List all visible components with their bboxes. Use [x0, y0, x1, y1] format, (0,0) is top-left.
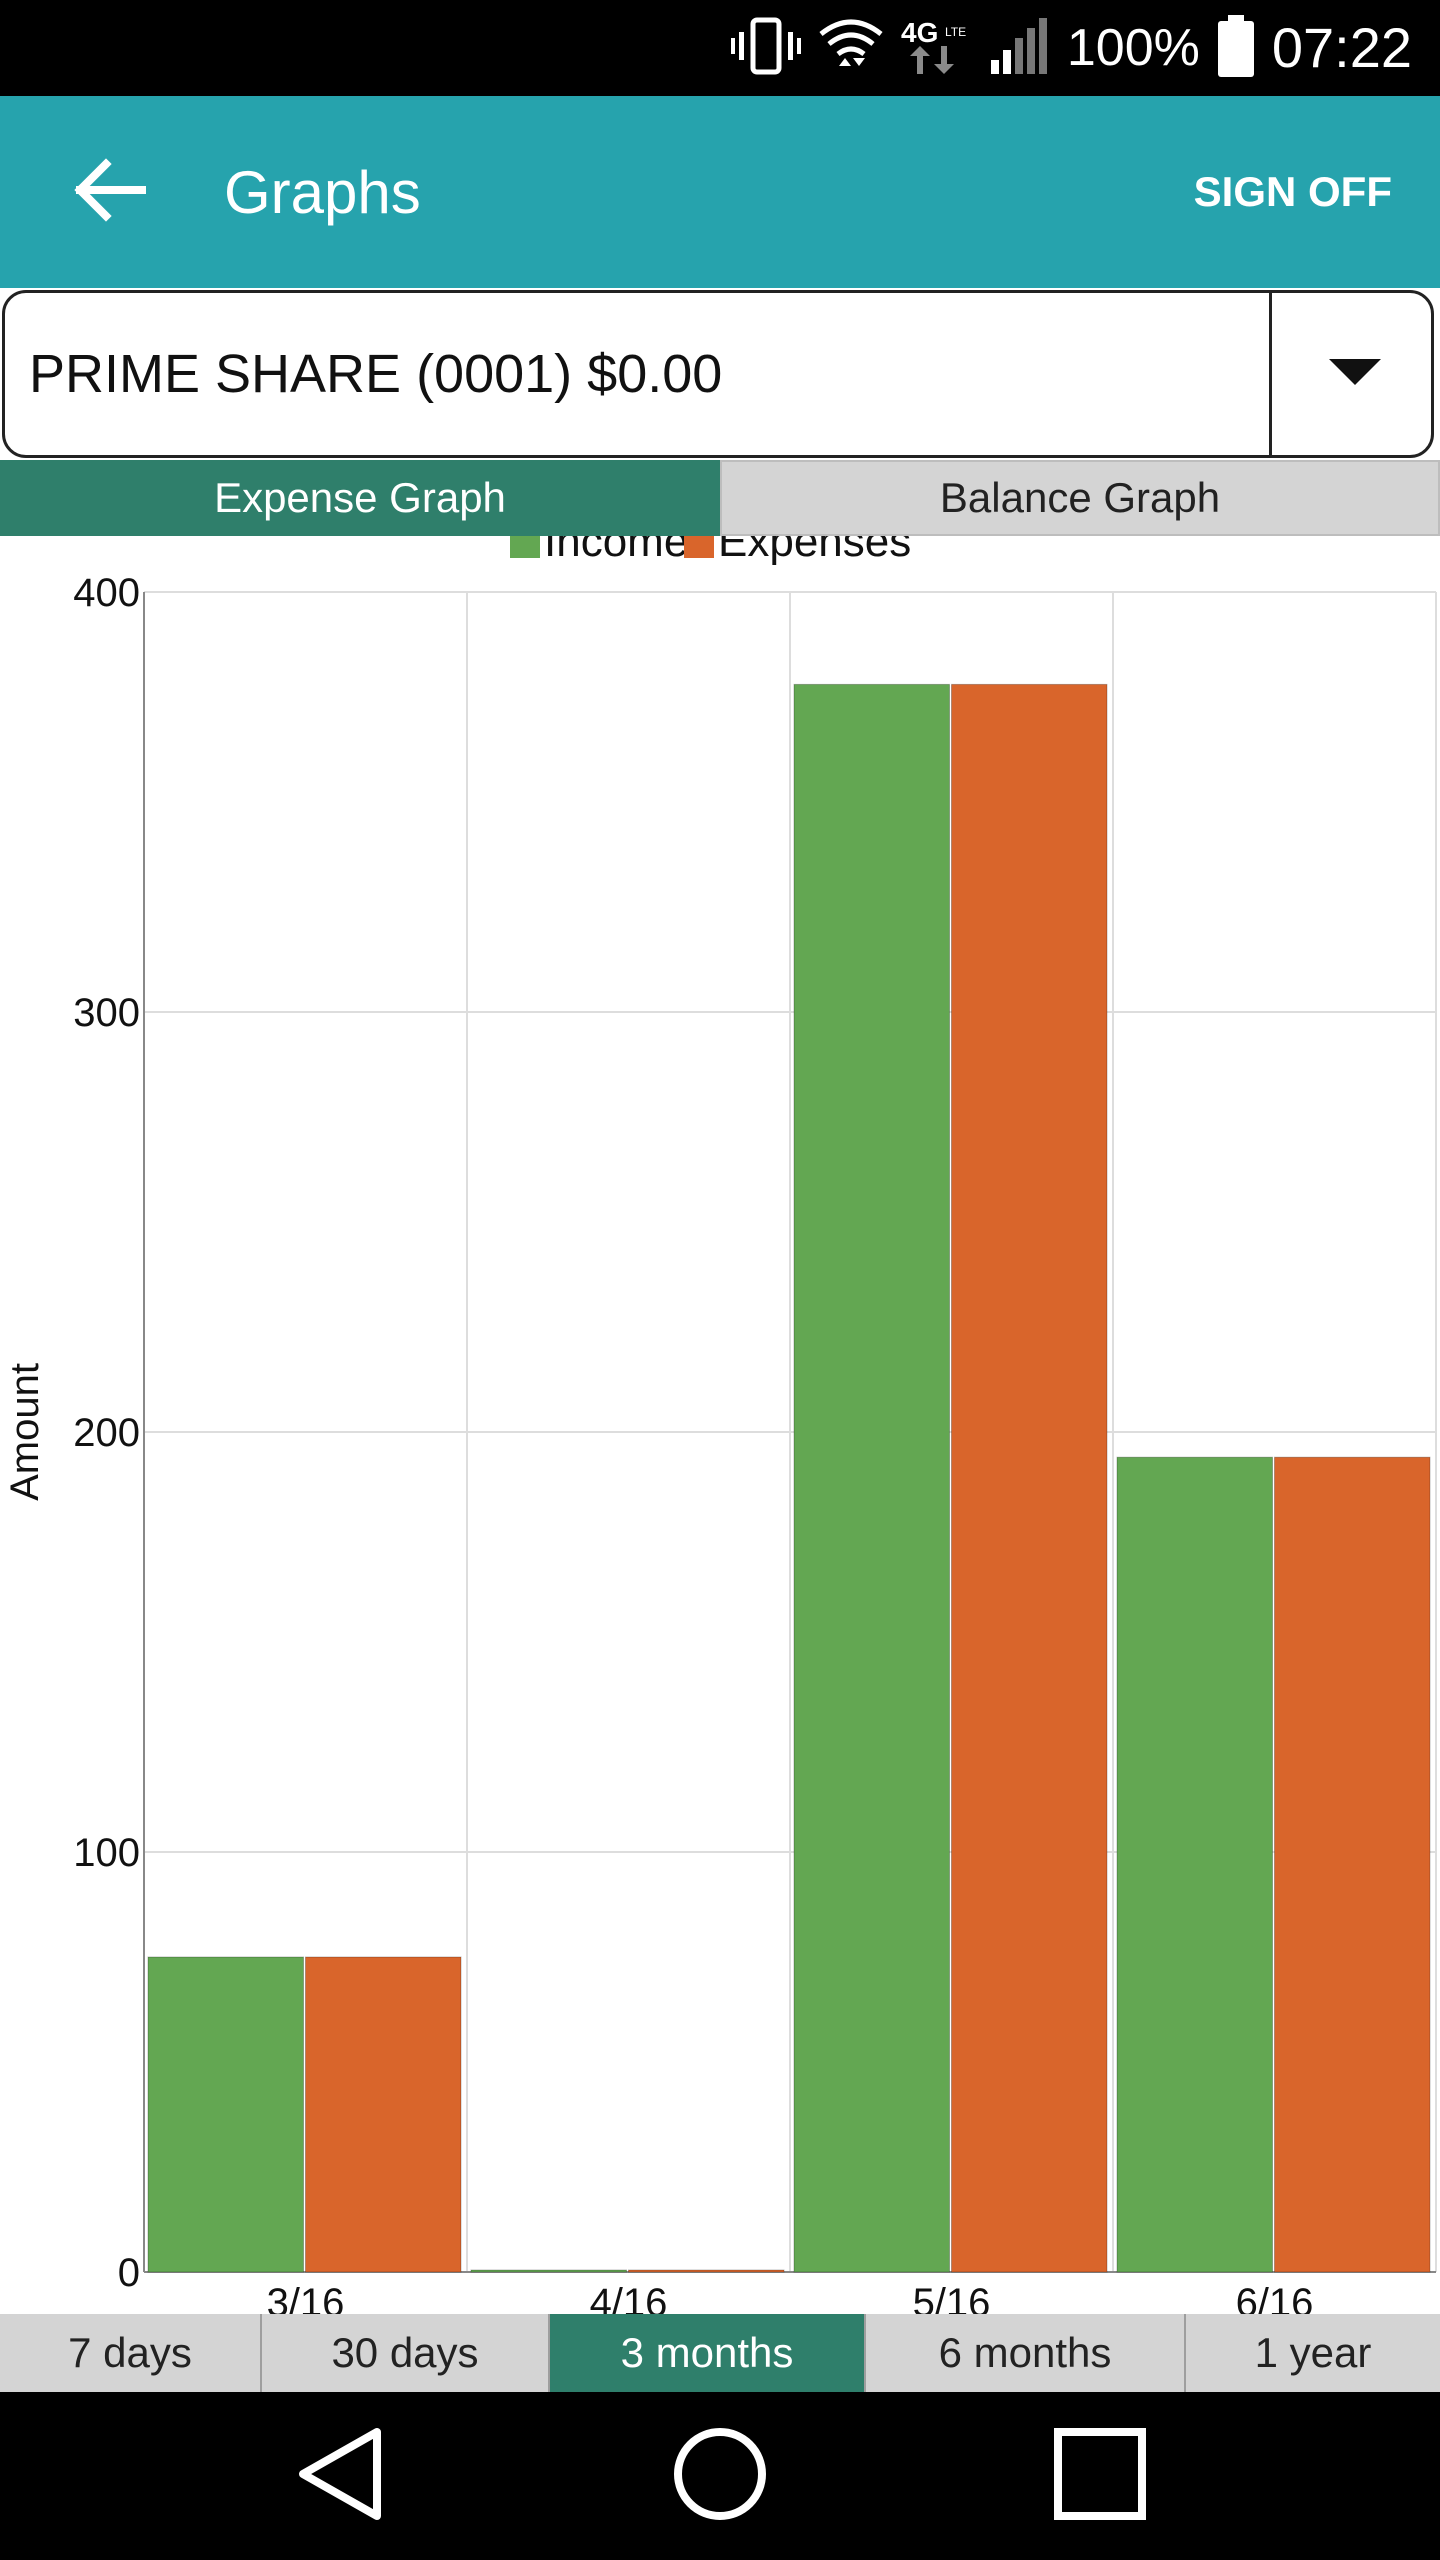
page-title: Graphs [224, 158, 421, 226]
legend-swatch-income [510, 528, 540, 558]
svg-text:LTE: LTE [945, 25, 966, 39]
recents-square-icon [1052, 2426, 1148, 2527]
range-7-days[interactable]: 7 days [0, 2314, 262, 2392]
app-bar: Graphs SIGN OFF [0, 96, 1440, 288]
nav-recents-button[interactable] [1040, 2426, 1160, 2526]
sign-off-button[interactable]: SIGN OFF [1193, 168, 1392, 215]
tab-balance-graph[interactable]: Balance Graph [720, 460, 1440, 536]
legend-label-income: Income [544, 536, 688, 566]
wifi-icon [819, 16, 883, 81]
x-tick-label: 4/16 [590, 2281, 668, 2314]
svg-text:4G: 4G [901, 17, 938, 48]
bar-expenses-6-16 [1274, 1456, 1431, 2273]
nav-home-button[interactable] [660, 2426, 780, 2526]
bar-income-5-16 [793, 683, 950, 2273]
x-tick-label: 6/16 [1236, 2281, 1314, 2314]
bar-expenses-5-16 [951, 683, 1108, 2273]
status-bar: 4G LTE 100% 07:22 [0, 0, 1440, 96]
system-nav-bar [0, 2392, 1440, 2560]
expense-chart-area: 0 100 200 300 400 3/16 4/16 5/16 6/16 Amount Incom… [0, 517, 1440, 2325]
y-tick-label: 300 [73, 991, 140, 1035]
y-tick-label: 0 [118, 2251, 140, 2295]
range-6-months[interactable]: 6 months [866, 2314, 1186, 2392]
bar-income-3-16 [147, 1956, 304, 2273]
range-selector: 7 days 30 days 3 months 6 months 1 year [0, 2314, 1440, 2392]
legend-swatch-expenses [684, 528, 714, 558]
y-axis-label: Amount [3, 1363, 47, 1501]
status-icons: 4G LTE 100% 07:22 [730, 0, 1412, 96]
bar-income-6-16 [1116, 1456, 1273, 2273]
bar-income-4-16 [470, 2269, 627, 2273]
account-select-divider [1269, 293, 1272, 455]
nav-back-button[interactable] [280, 2426, 400, 2526]
y-tick-label: 100 [73, 1831, 140, 1875]
legend-label-expenses: Expenses [718, 536, 911, 566]
range-3-months[interactable]: 3 months [550, 2314, 866, 2392]
back-button[interactable] [60, 152, 160, 232]
battery-icon [1217, 14, 1254, 82]
range-1-year[interactable]: 1 year [1186, 2314, 1440, 2392]
y-tick-label: 400 [73, 571, 140, 615]
y-tick-label: 200 [73, 1411, 140, 1455]
account-select-toggle[interactable] [1275, 293, 1435, 455]
clock: 07:22 [1271, 16, 1412, 79]
tab-expense-graph[interactable]: Expense Graph [0, 460, 720, 536]
expense-chart: 0 100 200 300 400 3/16 4/16 5/16 6/16 Amount Incom… [3, 517, 1437, 2325]
x-tick-label: 5/16 [913, 2281, 991, 2314]
home-circle-icon [672, 2426, 768, 2527]
arrow-back-icon [74, 157, 148, 227]
signal-icon [989, 16, 1049, 81]
x-tick-label: 3/16 [267, 2281, 345, 2314]
account-select[interactable]: PRIME SHARE (0001) $0.00 [2, 290, 1434, 458]
vibrate-icon [730, 16, 801, 81]
account-select-value: PRIME SHARE (0001) $0.00 [29, 344, 723, 404]
battery-percent: 100% [1066, 19, 1200, 77]
back-triangle-icon [295, 2426, 385, 2527]
range-30-days[interactable]: 30 days [262, 2314, 550, 2392]
lte-4g-icon: 4G LTE [901, 14, 971, 83]
bar-expenses-4-16 [628, 2269, 785, 2273]
graph-tabs: Expense Graph Balance Graph [0, 460, 1440, 536]
bar-expenses-3-16 [305, 1956, 462, 2273]
caret-down-icon [1327, 357, 1383, 392]
